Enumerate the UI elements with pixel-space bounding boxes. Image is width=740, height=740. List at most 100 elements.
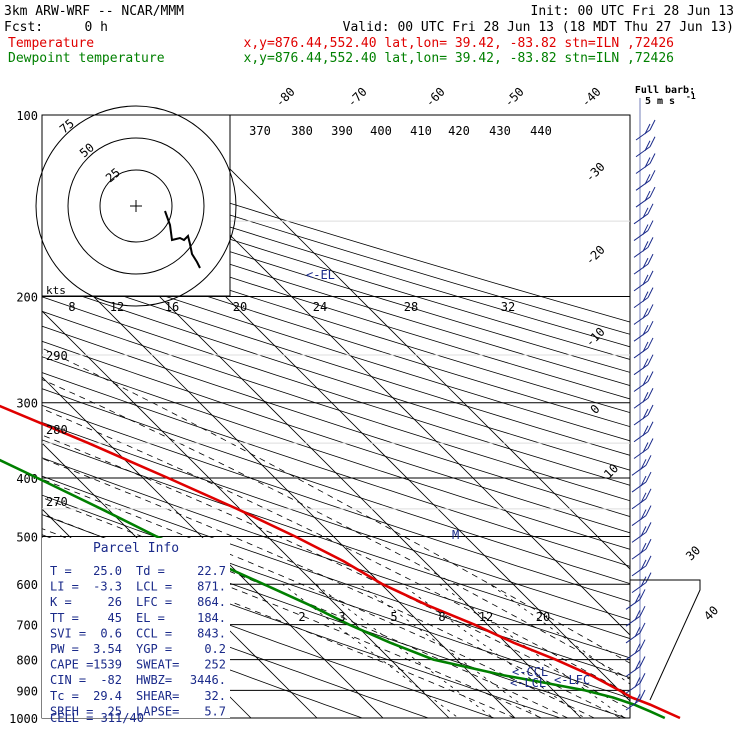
wind-barb-flag (642, 241, 649, 252)
wind-barb-flag (634, 626, 641, 638)
wind-barb (625, 589, 646, 610)
isotherm-line (175, 115, 630, 570)
parcel-row-cell: CAPE = (50, 658, 93, 672)
isotherm-tick-label: -20 (583, 243, 608, 268)
theta-label-left: 290 (46, 349, 68, 363)
annotation-el: <-EL (306, 268, 335, 282)
wind-barb (631, 538, 652, 560)
temperature-trace (0, 404, 681, 720)
wind-barb-staff (633, 280, 649, 292)
wind-barb-staff (625, 666, 641, 677)
dry-adiabat (42, 310, 630, 502)
wind-barb (631, 455, 652, 476)
mixing-ratio-label-upper: 12 (110, 300, 124, 314)
isotherm-tick-label: -70 (345, 85, 370, 110)
dry-adiabat (42, 202, 630, 386)
wind-barb (633, 203, 654, 225)
wind-barb-staff (633, 364, 649, 376)
wind-barb-flag (645, 572, 652, 583)
parcel-row-cell: 32. (204, 689, 226, 703)
wind-barb-flag (642, 392, 649, 403)
wind-barb (635, 136, 656, 158)
barb-legend-value: 5 m s (645, 96, 675, 107)
wind-barb-flag (644, 190, 651, 202)
pressure-tick-label: 500 (16, 530, 38, 544)
theta-label: 430 (489, 124, 511, 138)
wind-barb-flag (642, 425, 649, 436)
mixing-ratio-line (439, 583, 626, 718)
wind-barb-staff (633, 314, 649, 325)
wind-barb (633, 388, 654, 409)
dry-adiabat (42, 282, 630, 471)
wind-barb-flag (640, 475, 647, 487)
wind-barb-staff (625, 699, 641, 711)
wind-barb (635, 186, 656, 208)
wind-barb-staff (625, 682, 641, 694)
wind-barb-flag (647, 237, 654, 248)
wind-barb-flag (645, 522, 652, 533)
wind-barb-staff (631, 515, 647, 526)
parcel-row-cell: LI = (50, 580, 79, 594)
barb-legend: Full barb: 5 m s -1 (635, 85, 696, 107)
parcel-row-cell: 29.4 (93, 689, 122, 703)
wind-barb-flag (645, 555, 652, 567)
dry-adiabat (42, 215, 630, 400)
isotherm-tick-label: -40 (579, 85, 604, 110)
wind-barb-flag (647, 337, 654, 349)
parcel-row-cell: T = (50, 564, 72, 578)
mixing-ratio-label-upper: 32 (501, 300, 515, 314)
parcel-row-cell: 22.7 (197, 564, 226, 578)
wind-barb-staff (625, 649, 641, 661)
wind-barb-flag (634, 660, 641, 671)
wind-barb-flag (634, 677, 641, 688)
annotation-lfc: <-LFC (554, 673, 590, 687)
isotherm-line (42, 376, 384, 718)
mixing-ratio-label-upper: 16 (165, 300, 179, 314)
wind-barb-flag (647, 320, 654, 332)
wind-barb (633, 237, 654, 258)
wind-barb-staff (625, 599, 641, 610)
parcel-row-cell: 3446. (190, 673, 226, 687)
wind-barb-staff (633, 330, 649, 342)
wind-barb (633, 287, 654, 309)
wind-barb-staff (633, 397, 649, 409)
annotation-ccl: <-CCL (512, 665, 548, 679)
mixing-ratio-label-upper: 20 (233, 300, 247, 314)
parcel-row-cell: 0.2 (204, 642, 226, 656)
parcel-row-cell: YGP = (136, 642, 172, 656)
parcel-row-cell: K = (50, 595, 72, 609)
dry-adiabat (42, 494, 630, 699)
pressure-tick-label: 300 (16, 397, 38, 411)
hodograph-ring (35, 105, 237, 307)
theta-label: 390 (331, 124, 353, 138)
wind-barb (635, 153, 656, 174)
dry-adiabat (42, 457, 630, 659)
dry-adiabat (42, 404, 630, 602)
parcel-row-cell: Tc = (50, 689, 79, 703)
theta-label: 400 (370, 124, 392, 138)
wind-barb-staff (633, 230, 649, 241)
wind-barb (625, 673, 646, 694)
dry-adiabat (42, 356, 630, 550)
wind-barb-flag (639, 589, 646, 600)
theta-label-left: 280 (46, 423, 68, 437)
wind-barb (633, 404, 654, 426)
dry-adiabat (42, 268, 630, 456)
isotherm-tick-label: -50 (502, 85, 527, 110)
dry-adiabat (42, 241, 630, 428)
wind-barb-flag (642, 291, 649, 302)
hodograph-trace (164, 210, 201, 269)
hodograph-ring (67, 137, 205, 275)
mixing-ratio-line (489, 583, 630, 685)
parcel-row-cell: TT = (50, 611, 79, 625)
wind-barb (633, 337, 654, 359)
wind-barb (635, 170, 656, 191)
dry-adiabat (42, 296, 630, 486)
wind-barb-flag (639, 673, 646, 684)
wind-barb (633, 320, 654, 342)
wind-barb-flag (647, 287, 654, 298)
wind-barb-staff (631, 464, 647, 476)
mixing-ratio-label-upper: 8 (68, 300, 75, 314)
parcel-row-cell: SREH = (50, 704, 93, 718)
parcel-row-cell: 25 (108, 704, 122, 718)
